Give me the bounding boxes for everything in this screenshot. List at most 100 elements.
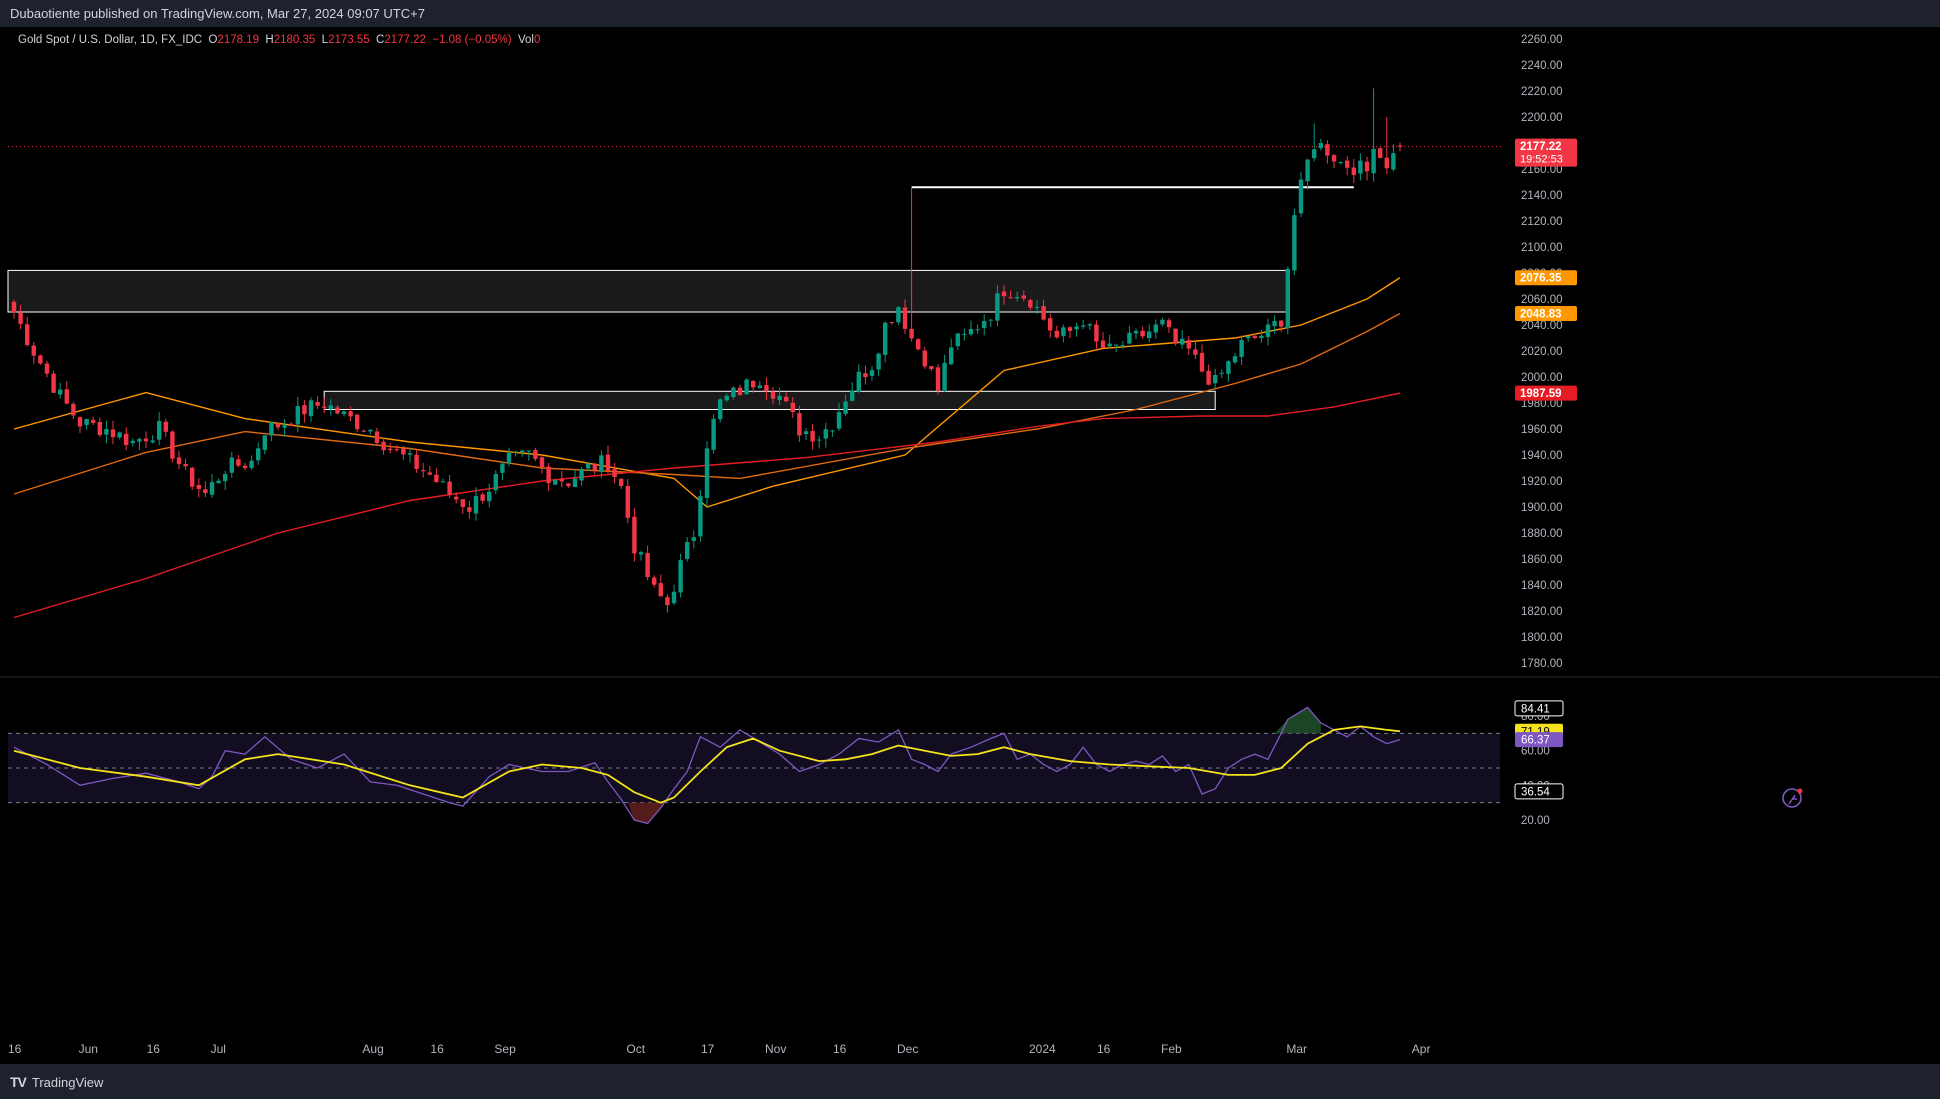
candle-body [896, 307, 901, 323]
price-tag-value: 2048.83 [1520, 309, 1562, 321]
candle [1180, 330, 1185, 349]
candle [1232, 353, 1238, 365]
candle-body [949, 347, 954, 365]
candle [216, 478, 221, 484]
candle-body [1325, 144, 1330, 156]
candle [744, 378, 749, 395]
rsi-value-tag [1515, 732, 1563, 748]
candle [1140, 326, 1145, 339]
candle-body [1048, 318, 1053, 331]
candle-body [1246, 336, 1251, 339]
moving-average-line [13, 277, 1401, 508]
candle [1279, 320, 1284, 333]
candle-body [447, 481, 452, 495]
candle [1397, 142, 1403, 152]
candle [434, 467, 439, 483]
candle-body [685, 542, 690, 559]
candle-body [1285, 268, 1290, 329]
candle-body [315, 402, 320, 406]
candle-body [460, 499, 465, 507]
candle-body [1081, 325, 1086, 327]
candle [671, 584, 677, 606]
price-axis-tick: 1840.00 [1521, 580, 1563, 592]
candle-body [968, 328, 974, 335]
tradingview-logo[interactable]: TV TradingView [10, 1073, 103, 1091]
candle-body [1199, 352, 1205, 372]
candle [1259, 329, 1264, 343]
candle [394, 444, 399, 452]
candle [170, 430, 175, 463]
candle [1087, 322, 1092, 331]
candle-body [348, 411, 353, 417]
rsi-value-tag-text: 84.41 [1521, 703, 1550, 715]
candle-body [1305, 159, 1310, 182]
candle [44, 361, 50, 378]
candle-body [619, 478, 624, 486]
candle [506, 447, 512, 467]
candle-body [1008, 297, 1013, 299]
candle [256, 442, 261, 465]
price-axis-tick: 2000.00 [1521, 372, 1563, 384]
candle-body [665, 597, 670, 606]
time-axis-tick: Oct [626, 1042, 645, 1056]
candle [1226, 360, 1231, 382]
candle-body [1193, 349, 1198, 355]
candle-body [916, 339, 921, 350]
price-axis-tick: 2240.00 [1521, 60, 1563, 72]
candle-body [18, 312, 23, 324]
candle [1285, 266, 1290, 335]
candle [447, 474, 452, 498]
candle [348, 406, 353, 422]
candle [1074, 322, 1079, 337]
candle-body [1213, 374, 1218, 384]
candle [388, 442, 393, 454]
candle [381, 437, 386, 455]
candle [770, 386, 776, 405]
candle-body [1298, 179, 1304, 214]
rsi-axis-tick: 20.00 [1521, 815, 1550, 827]
candle-body [1292, 215, 1297, 271]
candle [1292, 208, 1297, 275]
candle [724, 393, 729, 402]
candle-body [1397, 145, 1403, 147]
candle-body [1279, 320, 1284, 327]
candle-body [632, 516, 637, 554]
candle-body [1107, 343, 1112, 347]
time-axis-tick: Nov [765, 1042, 786, 1056]
candle [698, 489, 703, 542]
candle [638, 550, 644, 561]
candle-body [698, 496, 703, 537]
candle [909, 187, 914, 342]
candle-body [91, 419, 96, 423]
candle [1114, 344, 1119, 353]
candle-body [1127, 332, 1132, 344]
tradingview-logo-text: TradingView [31, 1074, 104, 1090]
candle-body [962, 334, 967, 336]
alert-clock-icon[interactable] [1782, 788, 1803, 808]
candle-body [625, 485, 630, 518]
candle-body [797, 413, 802, 436]
candle-body [1054, 330, 1059, 338]
candle [632, 507, 637, 562]
candle [71, 401, 76, 420]
candle [249, 455, 254, 470]
candle [645, 545, 650, 581]
time-axis-tick: 2024 [1029, 1042, 1056, 1056]
candle-body [275, 423, 281, 428]
supply-zone [323, 390, 1216, 410]
candle [427, 465, 432, 476]
price-tag-value: 2076.35 [1520, 273, 1562, 285]
candle [130, 438, 135, 447]
price-axis-tick: 2200.00 [1521, 112, 1563, 124]
price-axis-tick: 1940.00 [1521, 450, 1563, 462]
candle-body [440, 481, 446, 483]
candle-body [751, 380, 756, 388]
candle-body [104, 429, 109, 435]
candle [566, 483, 571, 488]
candle [64, 381, 69, 405]
candle [236, 455, 241, 468]
candle [856, 364, 861, 393]
price-chart[interactable]: 2260.002240.002220.002200.002180.002160.… [0, 27, 1940, 1064]
candle-body [1067, 327, 1073, 331]
candle [1318, 138, 1323, 151]
